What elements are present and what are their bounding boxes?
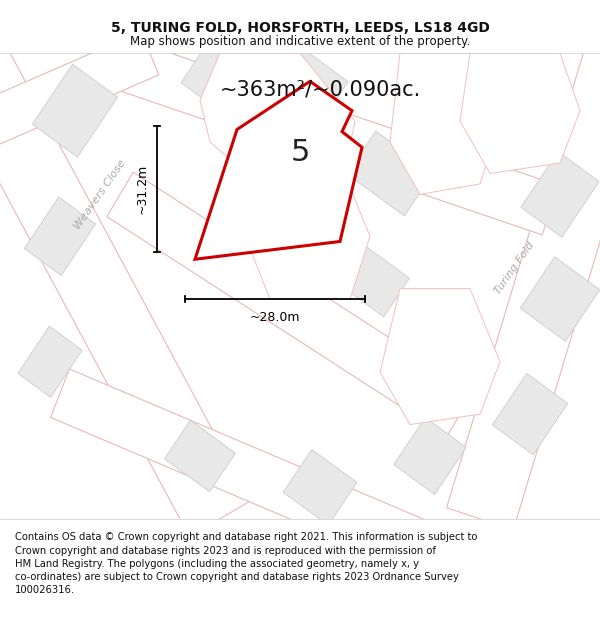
Polygon shape	[520, 257, 600, 341]
Polygon shape	[460, 53, 580, 174]
Polygon shape	[200, 53, 355, 210]
Polygon shape	[331, 239, 410, 317]
Polygon shape	[283, 449, 357, 525]
Polygon shape	[390, 53, 500, 194]
Text: Contains OS data © Crown copyright and database right 2021. This information is : Contains OS data © Crown copyright and d…	[15, 532, 478, 542]
Polygon shape	[164, 420, 235, 492]
Polygon shape	[107, 172, 473, 436]
Polygon shape	[18, 326, 82, 398]
Polygon shape	[50, 369, 439, 574]
Polygon shape	[493, 373, 568, 455]
Polygon shape	[245, 163, 370, 299]
Text: HM Land Registry. The polygons (including the associated geometry, namely x, y: HM Land Registry. The polygons (includin…	[15, 559, 419, 569]
Text: 5, TURING FOLD, HORSFORTH, LEEDS, LS18 4GD: 5, TURING FOLD, HORSFORTH, LEEDS, LS18 4…	[110, 21, 490, 34]
Polygon shape	[347, 131, 433, 216]
Polygon shape	[195, 81, 362, 259]
Polygon shape	[446, 42, 600, 530]
Polygon shape	[478, 54, 563, 147]
Text: Weavers Close: Weavers Close	[72, 158, 128, 231]
Text: Turing Fold: Turing Fold	[493, 239, 536, 296]
Polygon shape	[521, 151, 599, 238]
Polygon shape	[82, 28, 558, 235]
Polygon shape	[394, 418, 466, 494]
Text: 100026316.: 100026316.	[15, 585, 75, 595]
Polygon shape	[0, 35, 251, 537]
Polygon shape	[0, 31, 158, 153]
Polygon shape	[25, 197, 95, 276]
Polygon shape	[380, 289, 500, 424]
Text: ~363m²/~0.090ac.: ~363m²/~0.090ac.	[220, 80, 421, 100]
Text: Crown copyright and database rights 2023 and is reproduced with the permission o: Crown copyright and database rights 2023…	[15, 546, 436, 556]
Text: ~28.0m: ~28.0m	[250, 311, 300, 324]
Polygon shape	[181, 40, 259, 119]
Text: co-ordinates) are subject to Crown copyright and database rights 2023 Ordnance S: co-ordinates) are subject to Crown copyr…	[15, 572, 459, 582]
Text: ~31.2m: ~31.2m	[136, 164, 149, 214]
Polygon shape	[32, 64, 118, 157]
Text: 5: 5	[291, 138, 310, 167]
Text: Map shows position and indicative extent of the property.: Map shows position and indicative extent…	[130, 36, 470, 48]
Polygon shape	[272, 42, 348, 116]
